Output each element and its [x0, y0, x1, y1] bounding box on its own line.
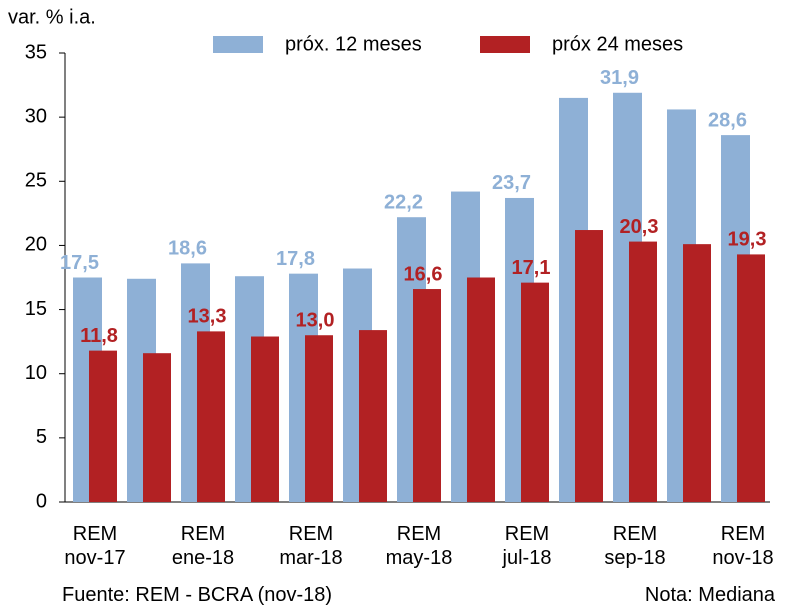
- value-label: 19,3: [728, 229, 767, 251]
- x-tick-label: REM mar-18: [279, 523, 343, 569]
- bar: [467, 277, 495, 502]
- x-tick-label: REM may-18: [385, 523, 453, 569]
- legend-label: próx 24 meses: [552, 33, 683, 55]
- value-label: 11,8: [80, 325, 118, 347]
- y-tick-label: 30: [25, 105, 47, 127]
- value-label: 16,6: [404, 263, 443, 285]
- bar: [629, 241, 657, 502]
- note: Nota: Mediana: [644, 584, 775, 606]
- y-tick-label: 20: [25, 234, 47, 256]
- bar: [89, 350, 117, 502]
- x-tick-label: REM sep-18: [604, 523, 666, 569]
- bar: [521, 282, 549, 502]
- value-label: 31,9: [600, 67, 639, 89]
- value-label: 18,6: [168, 238, 207, 260]
- bar: [413, 289, 441, 502]
- y-tick-label: 5: [36, 426, 47, 448]
- bar: [683, 244, 711, 502]
- bar: [143, 353, 171, 502]
- value-label: 20,3: [620, 216, 659, 238]
- bar: [359, 330, 387, 502]
- y-tick-label: 0: [36, 490, 47, 512]
- bar: [305, 335, 333, 502]
- legend-swatch: [213, 36, 263, 53]
- y-tick-label: 10: [25, 362, 47, 384]
- x-tick-label: REM ene-18: [171, 523, 235, 569]
- value-label: 17,1: [512, 257, 551, 279]
- y-tick-label: 25: [25, 170, 47, 192]
- legend-label: próx. 12 meses: [285, 33, 422, 55]
- bar: [251, 336, 279, 502]
- y-tick-label: 15: [25, 298, 47, 320]
- value-label: 17,5: [60, 252, 99, 274]
- x-tick-label: REM jul-18: [502, 523, 552, 569]
- legend-swatch: [480, 36, 530, 53]
- bar: [737, 254, 765, 502]
- bar: [197, 331, 225, 502]
- value-label: 13,3: [188, 306, 227, 328]
- value-label: 22,2: [384, 191, 423, 213]
- y-axis-title: var. % i.a.: [8, 6, 96, 28]
- x-tick-label: REM nov-17: [64, 523, 126, 569]
- x-tick-label: REM nov-18: [712, 523, 774, 569]
- value-label: 13,0: [296, 310, 335, 332]
- value-label: 23,7: [492, 172, 531, 194]
- value-label: 28,6: [708, 109, 747, 131]
- value-label: 17,8: [276, 248, 315, 270]
- source: Fuente: REM - BCRA (nov-18): [62, 584, 333, 606]
- bar: [575, 230, 603, 502]
- y-tick-label: 35: [25, 41, 47, 63]
